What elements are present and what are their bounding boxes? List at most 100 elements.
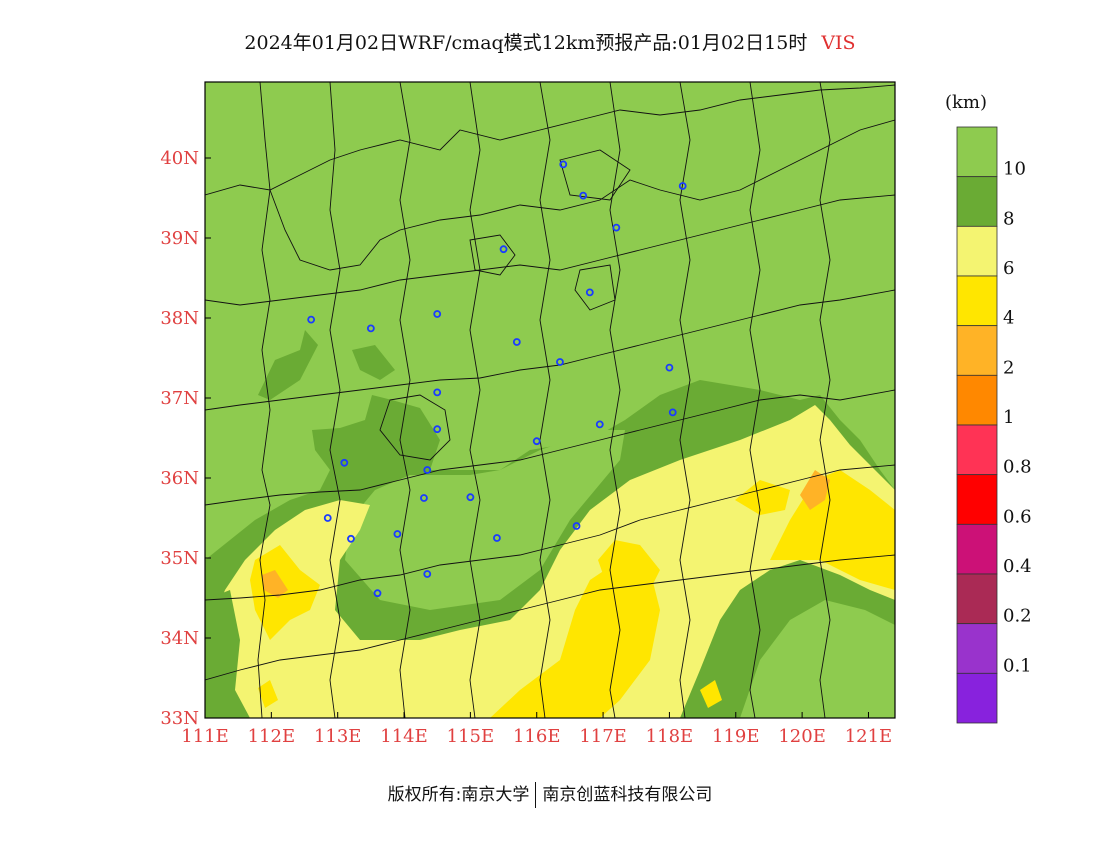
visibility-map xyxy=(205,82,895,718)
vis-zone-8km-north-2 xyxy=(352,345,395,380)
latitude-axis: 33N 34N 35N 36N 37N 38N 39N 40N xyxy=(160,148,211,729)
chart-title: 2024年01月02日WRF/cmaq模式12km预报产品:01月02日15时 V… xyxy=(0,28,1100,55)
colorbar: 10 8 6 4 2 1 0.8 0.6 0.4 0.2 0.1 xyxy=(956,126,1032,724)
colorbar-label: 1 xyxy=(1003,407,1014,428)
colorbar-label: 10 xyxy=(1003,159,1026,180)
lon-tick-label: 119E xyxy=(712,726,760,747)
lat-tick-label: 38N xyxy=(160,308,199,329)
city-station-marker xyxy=(559,160,568,169)
city-station-marker xyxy=(572,522,581,530)
city-stations xyxy=(307,160,687,598)
boundary-lines xyxy=(205,82,895,718)
colorbar-swatch xyxy=(956,573,998,625)
lat-tick-label: 36N xyxy=(160,468,199,489)
city-station-marker xyxy=(493,534,501,542)
colorbar-label: 0.6 xyxy=(1003,506,1032,527)
lat-tick-label: 37N xyxy=(160,388,199,409)
vis-zone-8km-north xyxy=(258,330,318,400)
lon-tick-label: 116E xyxy=(513,726,561,747)
city-station-marker xyxy=(668,408,677,417)
colorbar-label: 0.4 xyxy=(1003,556,1032,577)
city-station-marker xyxy=(420,494,428,502)
city-station-marker xyxy=(585,288,594,297)
colorbar-label: 0.8 xyxy=(1003,457,1032,478)
city-station-marker xyxy=(595,420,604,429)
map-frame xyxy=(204,81,896,719)
vis-zone-4km-west xyxy=(250,545,320,640)
colorbar-label: 6 xyxy=(1003,258,1014,279)
city-station-marker xyxy=(433,388,442,397)
vis-zone-4km-north xyxy=(735,480,790,515)
vis-zone-4km-east xyxy=(770,470,895,590)
city-station-marker xyxy=(612,223,621,232)
footer-company: 南京创蓝科技有限公司 xyxy=(542,785,713,805)
city-station-marker xyxy=(373,589,382,598)
vis-zone-2km-west xyxy=(262,570,288,598)
colorbar-swatch xyxy=(956,523,998,575)
lon-tick-label: 120E xyxy=(778,726,826,747)
footer-separator xyxy=(535,782,537,808)
city-station-marker xyxy=(423,466,432,474)
city-station-marker xyxy=(678,182,687,190)
colorbar-swatch xyxy=(956,275,998,327)
city-station-marker xyxy=(499,245,508,254)
vis-zone-8km-west xyxy=(205,590,250,718)
city-station-marker xyxy=(347,534,355,543)
city-station-marker xyxy=(466,493,475,502)
colorbar-label: 0.2 xyxy=(1003,606,1032,627)
colorbar-swatch xyxy=(956,424,998,476)
vis-zone-4km-dot2 xyxy=(700,680,722,708)
colorbar-swatch xyxy=(956,126,998,178)
colorbar-label: 2 xyxy=(1003,357,1014,378)
longitude-axis: 111E 112E 113E 114E 115E 116E 117E 118E 119E 120E… xyxy=(181,712,892,747)
colorbar-swatch xyxy=(956,176,998,227)
colorbar-swatch xyxy=(956,325,998,376)
colorbar-swatch xyxy=(956,672,998,724)
vis-zone-10km-east xyxy=(740,600,895,718)
city-station-marker xyxy=(423,570,432,578)
city-station-marker xyxy=(307,315,316,324)
colorbar-label: 0.1 xyxy=(1003,655,1032,676)
lon-tick-label: 113E xyxy=(314,726,362,747)
city-station-marker xyxy=(512,338,521,346)
colorbar-swatch xyxy=(956,623,998,674)
colorbar-label: 4 xyxy=(1003,308,1014,329)
lon-tick-label: 121E xyxy=(845,726,893,747)
city-station-marker xyxy=(532,437,541,446)
city-station-marker xyxy=(579,191,588,200)
colorbar-unit: (km) xyxy=(945,92,987,113)
vis-zone-4km-dot1 xyxy=(258,680,278,708)
lat-tick-label: 35N xyxy=(160,548,199,569)
colorbar-swatch xyxy=(956,474,998,525)
city-station-marker xyxy=(433,425,442,434)
city-station-marker xyxy=(323,514,332,522)
lon-tick-label: 112E xyxy=(248,726,296,747)
footer: 版权所有:南京大学 南京创蓝科技有限公司 xyxy=(0,780,1100,808)
colorbar-label: 8 xyxy=(1003,208,1014,229)
city-station-marker xyxy=(393,530,402,538)
title-main: 2024年01月02日WRF/cmaq模式12km预报产品:01月02日15时 xyxy=(244,32,808,54)
colorbar-swatch xyxy=(956,225,998,277)
lat-tick-label: 33N xyxy=(160,708,199,729)
lon-tick-label: 114E xyxy=(380,726,428,747)
colorbar-swatch xyxy=(956,374,998,426)
vis-zone-4km-mid xyxy=(598,540,660,600)
city-station-marker xyxy=(665,363,674,372)
vis-zone-10km-pocket xyxy=(345,430,625,610)
vis-zone-4km-south xyxy=(490,560,660,718)
lat-tick-label: 34N xyxy=(160,628,199,649)
lat-tick-label: 39N xyxy=(160,228,199,249)
lon-tick-label: 118E xyxy=(646,726,694,747)
lon-tick-label: 111E xyxy=(181,726,229,747)
lon-tick-label: 115E xyxy=(447,726,495,747)
title-variable: VIS xyxy=(821,32,856,54)
vis-zone-2km-east xyxy=(800,470,830,510)
city-station-marker xyxy=(556,358,564,366)
lon-tick-label: 117E xyxy=(579,726,627,747)
city-station-marker xyxy=(340,458,349,467)
lat-tick-label: 40N xyxy=(160,148,199,169)
footer-copyright: 版权所有:南京大学 xyxy=(387,785,530,805)
city-station-marker xyxy=(433,310,442,318)
city-station-marker xyxy=(366,324,375,333)
